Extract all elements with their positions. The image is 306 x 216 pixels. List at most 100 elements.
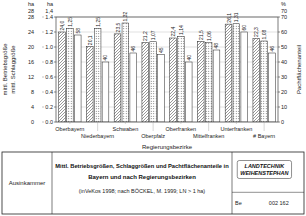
tick: [42, 62, 44, 63]
tick: [278, 77, 280, 78]
x-tick: [236, 122, 237, 124]
x-tick: [125, 122, 126, 124]
data-label: 22,4: [170, 27, 176, 37]
tick-label: 20: [281, 89, 287, 95]
category-label: Schwaben: [113, 126, 139, 132]
x-tick: [180, 122, 181, 124]
data-label: 24,0: [59, 21, 65, 31]
caption-divider: [52, 152, 53, 214]
tick: [42, 92, 44, 93]
bar: [233, 24, 240, 122]
tick-label: 20: [28, 44, 34, 50]
bar: [59, 32, 66, 122]
category-label: Unterfranken: [220, 126, 252, 132]
tick-label: 0.6: [45, 74, 53, 80]
data-label: 40: [102, 55, 108, 61]
data-label: 40: [186, 55, 192, 61]
data-label: 45: [158, 47, 164, 53]
logo-text: LANDTECHNIK: [245, 163, 286, 169]
bar: [94, 28, 101, 122]
subtitle: (inVeKos 1998; nach BÖCKEL, M. 1999; LN …: [79, 188, 206, 194]
data-label: 60: [241, 25, 247, 31]
data-label: 58: [75, 28, 81, 34]
y2-label: Pachtflächenanteil: [296, 45, 302, 94]
tick-label: 1.0: [45, 44, 53, 50]
bars: [59, 23, 276, 122]
caption-divider: [232, 152, 233, 214]
bar: [225, 24, 232, 122]
tick: [278, 62, 280, 63]
data-label: 1,08: [261, 30, 267, 40]
x-tick: [208, 122, 209, 131]
tick: [42, 17, 44, 18]
tick: [54, 17, 56, 18]
tick-label: 40: [281, 59, 287, 65]
category-label: Niederbayern: [81, 133, 114, 139]
plot-frame: [56, 17, 278, 122]
caption-ref: Be: [235, 200, 242, 206]
tick: [42, 122, 44, 123]
bar: [170, 38, 177, 122]
tick-label: 1.4: [45, 14, 53, 20]
category-label: Oberfranken: [166, 126, 197, 132]
unit: ha: [47, 1, 54, 7]
bar: [67, 28, 74, 122]
logo: LANDTECHNIKWEIHENSTEPHAN: [240, 163, 289, 176]
x-label: Regierungsbezirke: [142, 144, 193, 150]
bar: [178, 37, 185, 123]
bar: [122, 23, 129, 122]
y-label: mittl. Betriebsgröße: [2, 43, 8, 96]
data-label: 46: [269, 46, 275, 52]
logo-box: [237, 161, 291, 179]
chart: 24,020,123,521,222,421,526,122,31,251,25…: [0, 0, 306, 216]
bar: [130, 53, 137, 122]
unit: 1,4: [45, 8, 53, 14]
tick: [54, 122, 56, 123]
logo-text: WEIHENSTEPHAN: [240, 170, 289, 176]
bar: [213, 50, 220, 122]
data-label: 1,14: [178, 25, 184, 35]
tick-label: 12: [28, 74, 34, 80]
bar: [253, 38, 260, 122]
tick-label: 30: [281, 74, 287, 80]
unit: %: [281, 1, 286, 7]
unit: 28: [28, 8, 34, 14]
x-tick: [153, 122, 154, 131]
tick: [54, 62, 56, 63]
bar: [185, 62, 192, 122]
tick: [42, 77, 44, 78]
category-label: Oberbayern: [55, 126, 84, 132]
tick: [278, 32, 280, 33]
data-label: 1,07: [150, 30, 156, 40]
caption-frame: [2, 152, 304, 214]
title: Bayern und nach Regierungsbezirken: [88, 174, 196, 180]
tick: [54, 92, 56, 93]
tick-label: 4: [31, 104, 34, 110]
tick-label: 60: [281, 29, 287, 35]
bar: [86, 47, 93, 122]
data-label: 1,25: [67, 17, 73, 27]
tick-label: 0.4: [45, 89, 53, 95]
data-label: 22,3: [253, 27, 259, 37]
bar: [74, 35, 81, 122]
caption-num: 002 162: [269, 200, 289, 206]
bar: [241, 32, 248, 122]
tick-label: 10: [281, 104, 287, 110]
category-label: Oberpfalz: [141, 133, 165, 139]
x-tick: [69, 122, 70, 124]
tick-label: 50: [281, 44, 287, 50]
tick-label: 0.2: [45, 104, 53, 110]
tick-label: 0.8: [45, 59, 53, 65]
category-label: # Bayern: [253, 133, 275, 139]
x-tick: [97, 122, 98, 131]
data-label: 20,1: [87, 35, 93, 45]
tick-label: 16: [28, 59, 34, 65]
tick: [42, 107, 44, 108]
bar: [205, 43, 212, 123]
tick: [54, 47, 56, 48]
bar: [261, 41, 268, 122]
data-label: 1,25: [95, 17, 101, 27]
tick-label: 0.0: [45, 119, 53, 125]
data-label: 1,06: [206, 31, 212, 41]
title: Mittl. Betriebsgrößen, Schlaggrößen und …: [55, 163, 229, 169]
